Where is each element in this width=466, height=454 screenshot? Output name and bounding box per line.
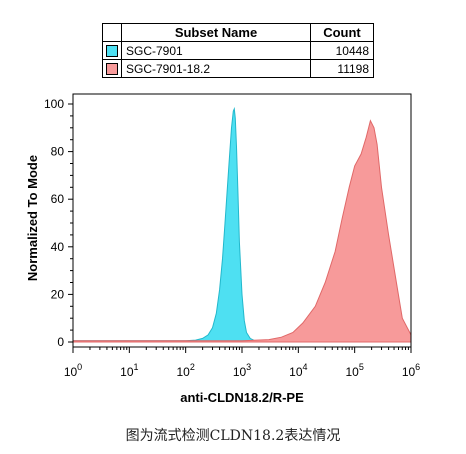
series-area-1	[72, 119, 412, 343]
axis-layer: 0 20 40 60 80 100 100 101 102 103 104 105 106	[44, 93, 420, 379]
x-tick-label: 105	[345, 362, 363, 379]
x-tick-label: 103	[233, 362, 251, 379]
series-area-0	[72, 106, 412, 343]
x-tick-label: 100	[64, 362, 82, 379]
x-tick-label: 102	[176, 362, 194, 379]
y-tick-label: 80	[51, 145, 65, 159]
x-tick-label: 104	[289, 362, 307, 379]
x-tick-label: 106	[402, 362, 420, 379]
legend-row-sgc-7901-18-2: SGC-7901-18.2 11198	[102, 59, 374, 78]
y-tick-label: 0	[57, 335, 64, 349]
series-layer	[72, 106, 412, 343]
figure-caption: 图为流式检测CLDN18.2表达情况	[125, 428, 341, 444]
y-tick-label: 20	[51, 287, 65, 301]
legend-table: Subset Name Count SGC-7901 10448 SGC-790…	[102, 23, 374, 78]
legend-swatch	[106, 45, 118, 58]
x-tick-label: 101	[120, 362, 138, 379]
histogram-chart: 0 20 40 60 80 100 100 101 102 103 104 105 106 Normal…	[25, 93, 420, 405]
legend-subset-name: SGC-7901-18.2	[121, 59, 311, 78]
legend-header-row: Subset Name Count	[102, 23, 374, 42]
legend-row-sgc-7901: SGC-7901 10448	[102, 41, 374, 60]
legend-swatch	[106, 63, 118, 76]
y-tick-label: 60	[51, 192, 65, 206]
y-tick-label: 100	[44, 97, 64, 111]
legend-count: 10448	[310, 41, 374, 60]
y-tick-label: 40	[51, 240, 65, 254]
legend-count: 11198	[310, 59, 374, 78]
x-axis-label: anti-CLDN18.2/R-PE	[180, 390, 304, 405]
y-axis-label: Normalized To Mode	[25, 155, 40, 281]
